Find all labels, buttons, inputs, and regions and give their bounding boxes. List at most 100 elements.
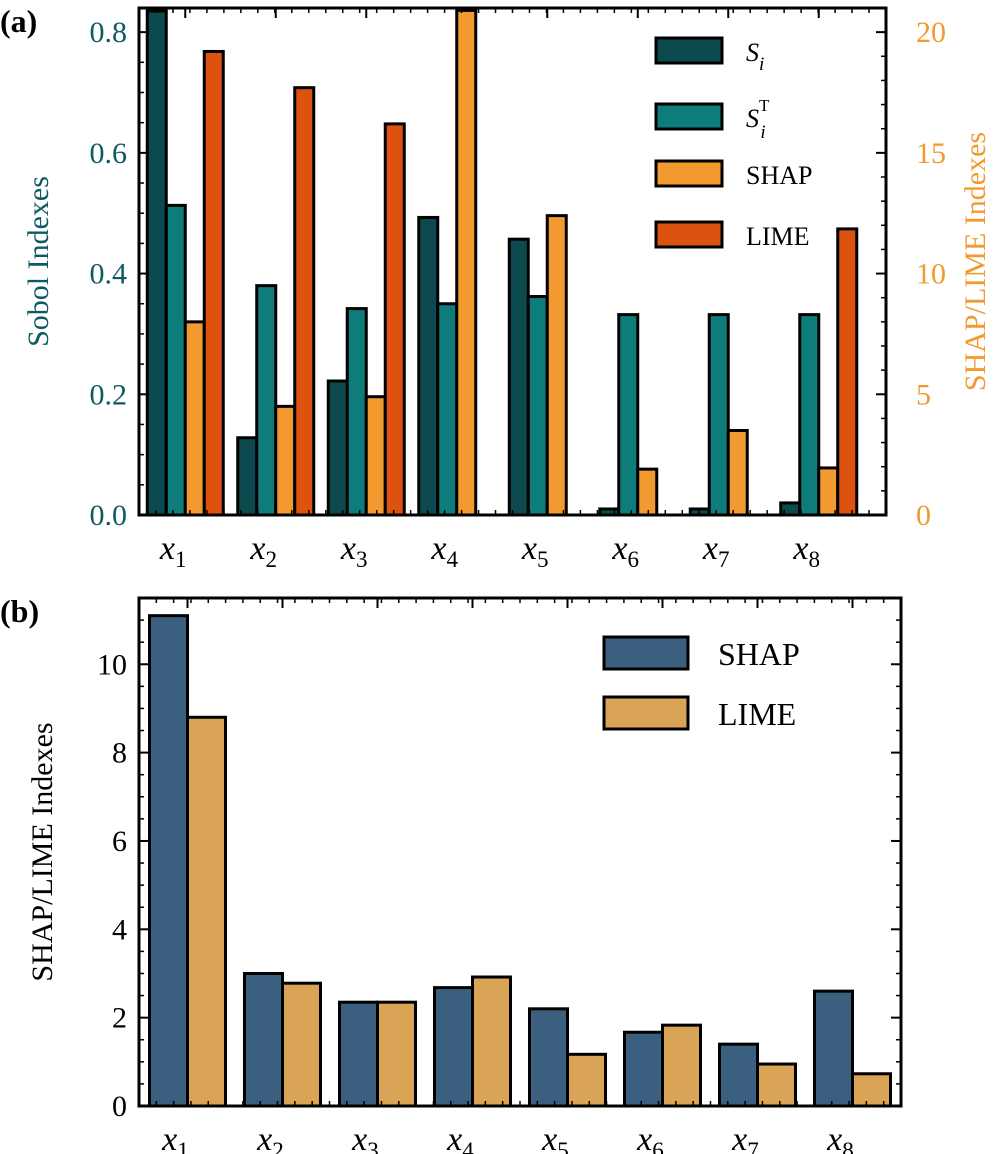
x-tick-label-subscript: 5 — [537, 547, 549, 573]
bar-lime-x5 — [566, 1052, 607, 1108]
x-tick-label-subscript: 6 — [628, 547, 640, 573]
bar-si-x2 — [236, 436, 259, 517]
y2-tick-label: 20 — [916, 16, 946, 49]
bar-lime-x6 — [661, 1023, 702, 1108]
legend: SHAP LIME — [602, 635, 800, 732]
x-tick-label-subscript: 6 — [652, 1138, 664, 1154]
x-tick-label-base: x — [249, 530, 265, 567]
x-tick-label-x6: x6 — [636, 1121, 664, 1154]
bar-shap-x3 — [338, 1000, 379, 1108]
panel-label: (a) — [0, 3, 37, 39]
bar-sit-x4 — [436, 302, 459, 517]
bar-shap-x8 — [817, 466, 840, 517]
x-tick-label-subscript: 3 — [367, 1138, 379, 1154]
legend-label-base: S — [746, 38, 759, 67]
x-tick-label-base: x — [792, 530, 808, 567]
y-tick-label: 6 — [112, 825, 127, 858]
x-tick-label-base: x — [340, 530, 356, 567]
bar-sit-x3 — [345, 307, 368, 517]
x-tick-label-x7: x7 — [731, 1121, 759, 1154]
bar-shap-x4 — [455, 8, 478, 517]
y-tick-label: 0 — [112, 1090, 127, 1123]
legend-label-subscript: i — [759, 54, 764, 75]
bar-lime-x1 — [202, 49, 225, 517]
x-tick-label-x8: x8 — [792, 530, 820, 573]
bar-shap-x1 — [148, 614, 189, 1108]
y-tick-label: 0.6 — [90, 137, 128, 170]
x-tick-label-base: x — [351, 1121, 367, 1154]
bar-lime-x8 — [851, 1072, 892, 1108]
bar-sit-x2 — [255, 284, 278, 517]
x-tick-label-base: x — [161, 1121, 177, 1154]
x-tick-label-x2: x2 — [256, 1121, 284, 1154]
x-tick-label-x3: x3 — [351, 1121, 379, 1154]
bar-shap-x8 — [813, 989, 854, 1108]
y2-tick-label: 15 — [916, 137, 946, 170]
bar-lime-x4 — [471, 975, 512, 1108]
x-tick-label-base: x — [541, 1121, 557, 1154]
x-tick-label-x2: x2 — [249, 530, 277, 573]
bar-shap-x2 — [243, 971, 284, 1108]
x-tick-label-subscript: 4 — [462, 1138, 474, 1154]
legend-swatch-sit — [654, 102, 724, 131]
x-tick-label-x7: x7 — [702, 530, 730, 573]
panel-label: (b) — [0, 593, 39, 629]
legend-label-subscript: i — [760, 122, 765, 143]
legend-label-sit: ST i — [746, 96, 770, 143]
y-axis-label: SHAP/LIME Indexes — [26, 722, 59, 981]
y2-axis-label: SHAP/LIME Indexes — [959, 132, 992, 391]
bar-sit-x1 — [164, 203, 187, 517]
bar-sit-x6 — [617, 313, 640, 517]
x-tick-label-subscript: 2 — [272, 1138, 284, 1154]
x-tick-label-base: x — [256, 1121, 272, 1154]
y2-tick-label: 10 — [916, 258, 946, 291]
y2-tick-label: 5 — [916, 378, 931, 411]
x-tick-label-base: x — [521, 530, 537, 567]
bar-si-x3 — [326, 379, 349, 517]
legend-swatch-shap — [602, 635, 690, 671]
bar-sit-x7 — [707, 313, 730, 517]
x-tick-label-x4: x4 — [430, 530, 458, 573]
x-tick-label-base: x — [826, 1121, 842, 1154]
bar-shap-x1 — [183, 320, 206, 517]
y-tick-label: 0.2 — [90, 378, 128, 411]
x-tick-label-base: x — [159, 530, 175, 567]
legend-label-superscript: T — [759, 96, 770, 115]
legend-label-base: S — [746, 104, 759, 133]
bar-shap-x6 — [623, 1030, 664, 1108]
legend-label-lime: LIME — [746, 222, 810, 251]
x-tick-label-x8: x8 — [826, 1121, 854, 1154]
x-tick-label-subscript: 1 — [175, 547, 187, 573]
x-tick-label-subscript: 7 — [718, 547, 730, 573]
bar-shap-x7 — [726, 429, 749, 517]
x-tick-label-subscript: 8 — [809, 547, 821, 573]
bar-si-x5 — [507, 237, 530, 517]
legend-swatch-lime — [602, 695, 690, 731]
x-tick-label-x1: x1 — [159, 530, 187, 573]
y-tick-label: 4 — [112, 913, 127, 946]
x-tick-label-base: x — [446, 1121, 462, 1154]
y-tick-label: 2 — [112, 1002, 127, 1035]
y2-tick-label: 0 — [916, 499, 931, 532]
x-tick-label-subscript: 7 — [747, 1138, 759, 1154]
x-tick-label-subscript: 8 — [842, 1138, 854, 1154]
x-tick-label-x6: x6 — [611, 530, 639, 573]
x-tick-label-subscript: 3 — [356, 547, 368, 573]
bar-shap-x4 — [433, 986, 474, 1108]
y-tick-label: 0.0 — [90, 499, 128, 532]
y-tick-label: 8 — [112, 737, 127, 770]
x-tick-label-x5: x5 — [541, 1121, 569, 1154]
bar-lime-x3 — [383, 122, 406, 517]
bar-lime-x3 — [376, 1000, 417, 1108]
bar-si-x1 — [145, 9, 168, 517]
x-tick-label-x1: x1 — [161, 1121, 189, 1154]
x-tick-label-base: x — [611, 530, 627, 567]
legend-label-si: Si — [746, 38, 764, 75]
y-tick-label: 10 — [97, 648, 127, 681]
legend-label-shap: SHAP — [718, 636, 800, 672]
x-tick-label-base: x — [731, 1121, 747, 1154]
y-tick-label: 0.8 — [90, 16, 128, 49]
